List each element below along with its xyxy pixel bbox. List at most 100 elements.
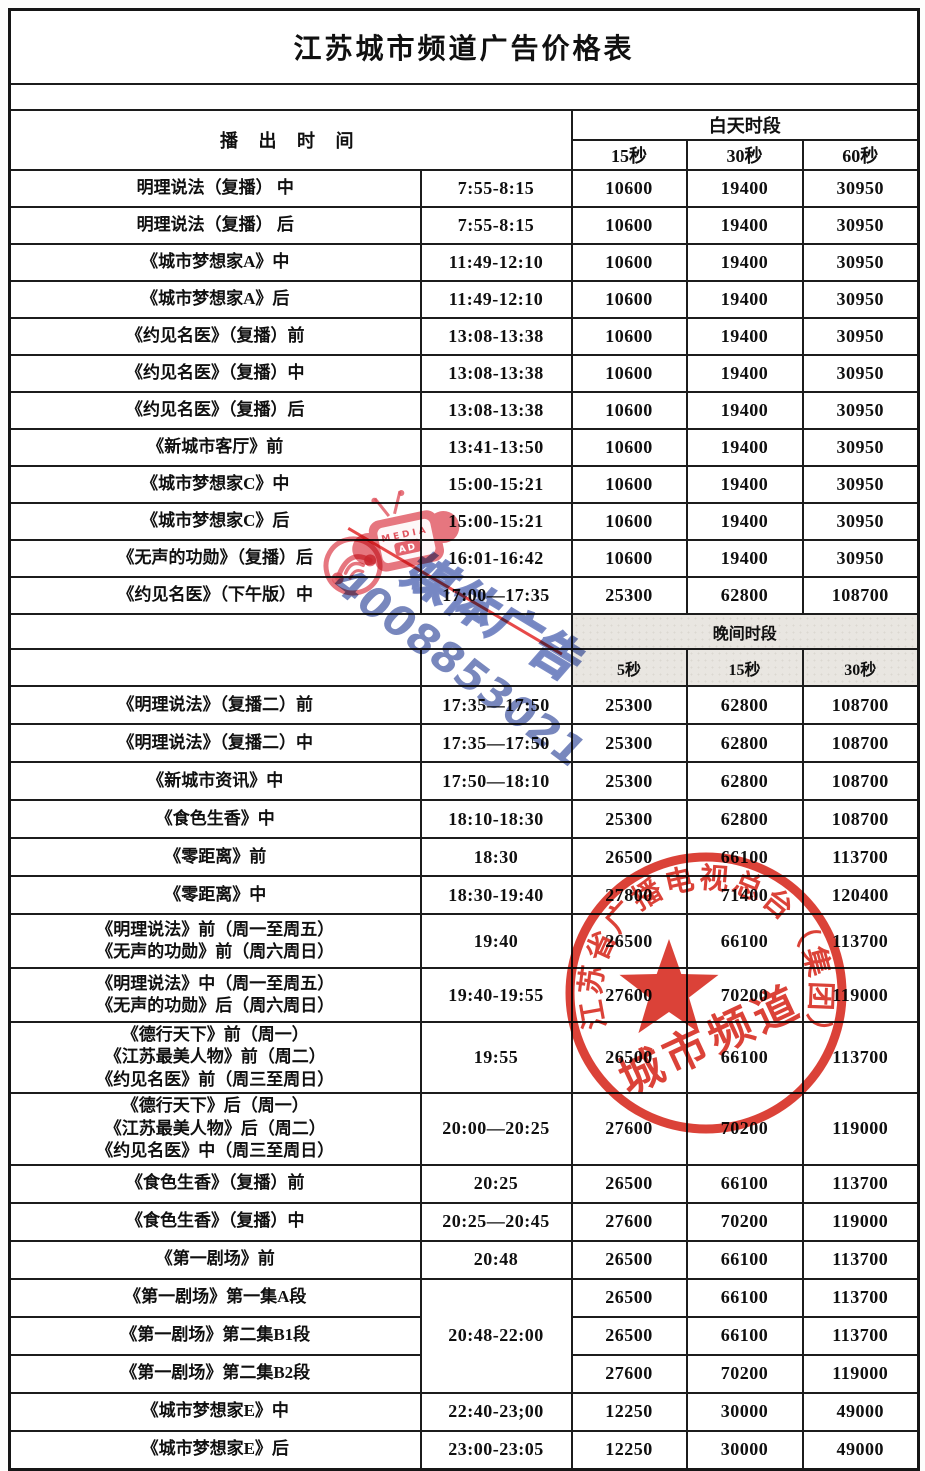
price-cell: 113700: [801, 1315, 920, 1356]
price-cell: 30950: [801, 243, 920, 282]
time-cell: 22:40-23;00: [419, 1391, 573, 1432]
price-cell: 26500: [570, 1315, 688, 1356]
evening-rows: 《明理说法》（复播二）前 17:35—17:50 25300 62800 108700 《…: [8, 685, 920, 1471]
price-cell: 66100: [685, 1239, 804, 1280]
price-cell: 30950: [801, 169, 920, 208]
price-cell: 10600: [570, 206, 688, 245]
price-cell: 113700: [801, 913, 920, 969]
price-cell: 119000: [801, 1353, 920, 1394]
price-cell: 26500: [570, 1020, 688, 1095]
price-cell: 25300: [570, 761, 688, 801]
price-cell: 26500: [570, 1239, 688, 1280]
time-cell: 13:41-13:50: [419, 428, 573, 467]
program-cell: 《城市梦想家C》中: [8, 465, 422, 504]
price-cell: 70200: [685, 1201, 804, 1242]
table-row: 《城市梦想家A》中 11:49-12:10 10600 19400 30950: [8, 243, 920, 282]
table-row: 江苏城市频道广告价格表: [8, 8, 920, 85]
price-cell: 10600: [570, 354, 688, 393]
price-cell: 113700: [801, 1163, 920, 1204]
table-row: 15秒 30秒 60秒: [10, 139, 920, 171]
program-cell: 《明理说法》（复播二）前: [8, 685, 422, 725]
price-cell: 70200: [685, 967, 804, 1023]
program-cell: 《第一剧场》第一集A段: [8, 1277, 422, 1318]
price-cell: 10600: [570, 465, 688, 504]
price-cell: 113700: [801, 1020, 920, 1095]
table-row: 《明理说法》（复播二）前 17:35—17:50 25300 62800 108700: [8, 685, 920, 725]
time-cell: 19:40-19:55: [419, 967, 573, 1023]
time-cell: 17:00—17:35: [419, 576, 573, 615]
price-cell: 108700: [801, 685, 920, 725]
price-cell: 12250: [570, 1429, 688, 1471]
price-cell: 19400: [685, 243, 804, 282]
time-cell: 20:48: [419, 1239, 573, 1280]
price-cell: 10600: [570, 317, 688, 356]
program-cell: 《约见名医》（复播）中: [8, 354, 422, 393]
price-cell: 19400: [685, 280, 804, 319]
price-table: 江苏城市频道广告价格表 播 出 时 间 白天时段 15秒 30秒 60秒 明理说…: [8, 8, 921, 1471]
price-cell: 62800: [685, 576, 804, 615]
document-page: { "title": "江苏城市频道广告价格表", "header": { "b…: [8, 8, 921, 1471]
price-cell: 120400: [801, 875, 920, 915]
evening-duration-30s: 30秒: [801, 648, 920, 687]
table-row: 《第一剧场》第二集B1段 26500 66100 113700: [8, 1315, 920, 1356]
table-row: 《城市梦想家C》后 15:00-15:21 10600 19400 30950: [8, 502, 920, 541]
program-cell: 《德行天下》前（周一） 《江苏最美人物》前（周二） 《约见名医》前（周三至周日）: [8, 1020, 422, 1095]
time-cell: 17:50—18:10: [419, 761, 573, 801]
price-cell: 66100: [685, 1020, 804, 1095]
price-cell: 10600: [570, 391, 688, 430]
daytime-duration-60s: 60秒: [801, 139, 920, 171]
table-row: 晚间时段: [8, 613, 920, 650]
price-cell: 27600: [570, 1092, 688, 1166]
program-cell: 《明理说法》（复播二）中: [8, 723, 422, 763]
program-cell: 《明理说法》前（周一至周五） 《无声的功勋》前（周六周日）: [8, 913, 422, 969]
price-cell: 25300: [570, 723, 688, 763]
price-cell: 19400: [685, 354, 804, 393]
price-cell: 66100: [685, 1315, 804, 1356]
price-cell: 30950: [801, 354, 920, 393]
price-cell: 10600: [570, 502, 688, 541]
price-cell: 49000: [801, 1391, 920, 1432]
price-cell: 19400: [685, 206, 804, 245]
price-cell: 66100: [685, 1277, 804, 1318]
daytime-header: 白天时段: [570, 109, 920, 141]
program-cell: 《城市梦想家E》中: [8, 1391, 422, 1432]
time-cell: 19:40: [419, 913, 573, 969]
table-row: 《食色生香》（复播）中 20:25—20:45 27600 70200 119000: [8, 1201, 920, 1242]
price-cell: 27600: [570, 967, 688, 1023]
price-cell: 30950: [801, 539, 920, 578]
price-cell: 62800: [685, 685, 804, 725]
table-row: 《食色生香》中 18:10-18:30 25300 62800 108700: [8, 799, 920, 839]
price-cell: 19400: [685, 169, 804, 208]
evening-duration-5s: 5秒: [570, 648, 688, 687]
evening-duration-15s: 15秒: [685, 648, 804, 687]
blank-cell: [8, 83, 920, 111]
table-row: 5秒 15秒 30秒: [8, 648, 920, 687]
price-cell: 30950: [801, 280, 920, 319]
price-cell: 49000: [801, 1429, 920, 1471]
price-cell: 66100: [685, 837, 804, 877]
program-cell: 《第一剧场》前: [8, 1239, 422, 1280]
price-cell: 10600: [570, 280, 688, 319]
time-cell: 18:30: [419, 837, 573, 877]
price-cell: 27600: [570, 1201, 688, 1242]
time-cell: 15:00-15:21: [419, 465, 573, 504]
program-cell: 《德行天下》后（周一） 《江苏最美人物》后（周二） 《约见名医》中（周三至周日）: [8, 1092, 422, 1166]
broadcast-time-header: 播 出 时 间: [8, 109, 573, 171]
price-cell: 119000: [801, 1201, 920, 1242]
time-cell: 13:08-13:38: [419, 391, 573, 430]
table-row: 《零距离》前 18:30 26500 66100 113700: [8, 837, 920, 877]
price-cell: 19400: [685, 502, 804, 541]
price-cell: 62800: [685, 799, 804, 839]
price-cell: 19400: [685, 428, 804, 467]
empty-cell: [8, 613, 573, 650]
price-cell: 19400: [685, 317, 804, 356]
price-cell: 25300: [570, 685, 688, 725]
table-row: 《城市梦想家E》中 22:40-23;00 12250 30000 49000: [8, 1391, 920, 1432]
table-row: 《约见名医》（复播）后 13:08-13:38 10600 19400 30950: [8, 391, 920, 430]
time-cell: 20:25: [419, 1163, 573, 1204]
price-cell: 19400: [685, 539, 804, 578]
time-cell: 17:35—17:50: [419, 685, 573, 725]
time-cell: 13:08-13:38: [419, 354, 573, 393]
time-cell: 18:30-19:40: [419, 875, 573, 915]
price-cell: 19400: [685, 391, 804, 430]
